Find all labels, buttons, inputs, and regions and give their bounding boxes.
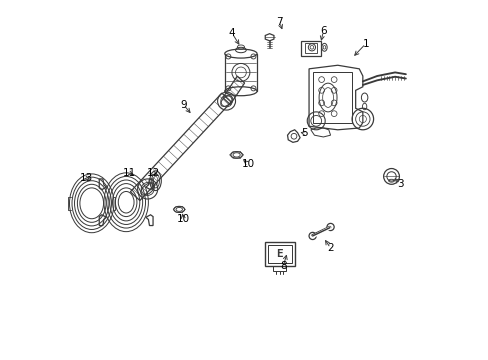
Bar <box>312 72 351 123</box>
Text: 6: 6 <box>320 26 326 36</box>
Text: 13: 13 <box>79 173 92 183</box>
Text: E: E <box>276 248 283 258</box>
Text: 9: 9 <box>180 100 186 110</box>
Bar <box>301 41 320 56</box>
Circle shape <box>308 232 316 239</box>
Text: 3: 3 <box>396 179 403 189</box>
Text: 1: 1 <box>362 39 368 49</box>
Text: 5: 5 <box>301 129 307 138</box>
Text: 11: 11 <box>122 168 135 178</box>
Bar <box>265 242 294 266</box>
Text: 8: 8 <box>279 261 286 271</box>
Bar <box>267 244 291 263</box>
Bar <box>304 42 317 53</box>
Text: 2: 2 <box>326 243 333 253</box>
Circle shape <box>326 224 333 230</box>
Text: 4: 4 <box>228 28 235 38</box>
Text: 10: 10 <box>177 215 190 224</box>
Text: 10: 10 <box>241 159 254 169</box>
Bar <box>273 266 285 271</box>
Text: 12: 12 <box>146 168 160 178</box>
Text: 7: 7 <box>276 17 283 27</box>
